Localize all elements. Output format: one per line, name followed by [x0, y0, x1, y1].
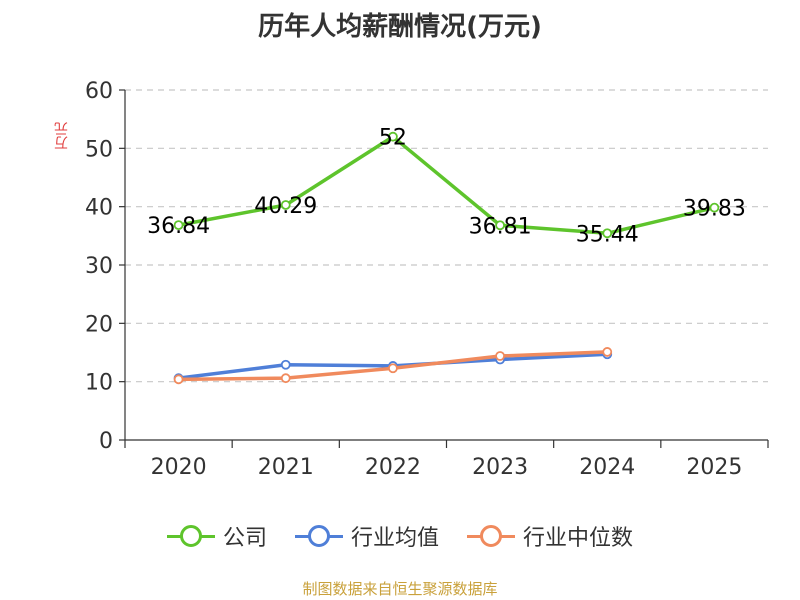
y-tick-label: 40: [85, 196, 113, 221]
legend-item-industry-mean[interactable]: 行业均值: [294, 520, 439, 552]
y-tick-label: 50: [85, 137, 113, 162]
data-point-0: [280, 200, 291, 210]
data-point-0: [388, 131, 398, 142]
data-point-0: [173, 220, 184, 231]
legend-label-company: 公司: [222, 526, 267, 551]
data-source-note: 制图数据来自恒生聚源数据库: [302, 580, 498, 598]
y-tick-label: 10: [85, 371, 113, 396]
legend: 公司 行业均值 行业中位数: [0, 520, 800, 552]
x-tick-label: 2020: [151, 455, 207, 480]
x-tick-label: 2023: [472, 455, 528, 480]
y-tick-label: 30: [85, 254, 113, 279]
data-label: 36.81: [469, 214, 532, 239]
data-label: 40.29: [254, 194, 317, 219]
legend-swatch-industry-mean-icon: [294, 524, 343, 548]
x-tick-label: 2022: [365, 455, 421, 480]
data-point-0: [495, 220, 505, 231]
series-line-0: [178, 134, 715, 236]
data-point-2: [495, 351, 505, 361]
x-tick-label: 2021: [258, 455, 314, 480]
data-label: 39.83: [683, 197, 746, 222]
y-tick-label: 0: [99, 429, 113, 454]
data-point-1: [280, 359, 291, 370]
data-point-2: [388, 363, 398, 374]
data-point-2: [602, 347, 613, 357]
legend-item-company[interactable]: 公司: [166, 520, 267, 552]
legend-swatch-company-icon: [166, 524, 215, 548]
legend-swatch-industry-median-icon: [467, 524, 515, 548]
data-point-2: [280, 373, 291, 384]
chart-title: 历年人均薪酬情况(万元): [258, 12, 542, 42]
legend-label-industry-mean: 行业均值: [350, 526, 439, 551]
legend-label-industry-median: 行业中位数: [523, 526, 634, 551]
data-point-2: [173, 374, 184, 385]
y-tick-label: 20: [85, 312, 113, 337]
x-tick-label: 2024: [579, 455, 635, 480]
data-label: 52: [379, 126, 407, 151]
y-tick-label: 60: [85, 79, 113, 104]
data-point-0: [602, 228, 613, 239]
legend-item-industry-median[interactable]: 行业中位数: [467, 520, 633, 552]
data-label: 35.44: [576, 222, 639, 247]
data-point-0: [709, 202, 720, 213]
x-tick-label: 2025: [686, 455, 742, 480]
data-label: 36.84: [147, 214, 210, 239]
